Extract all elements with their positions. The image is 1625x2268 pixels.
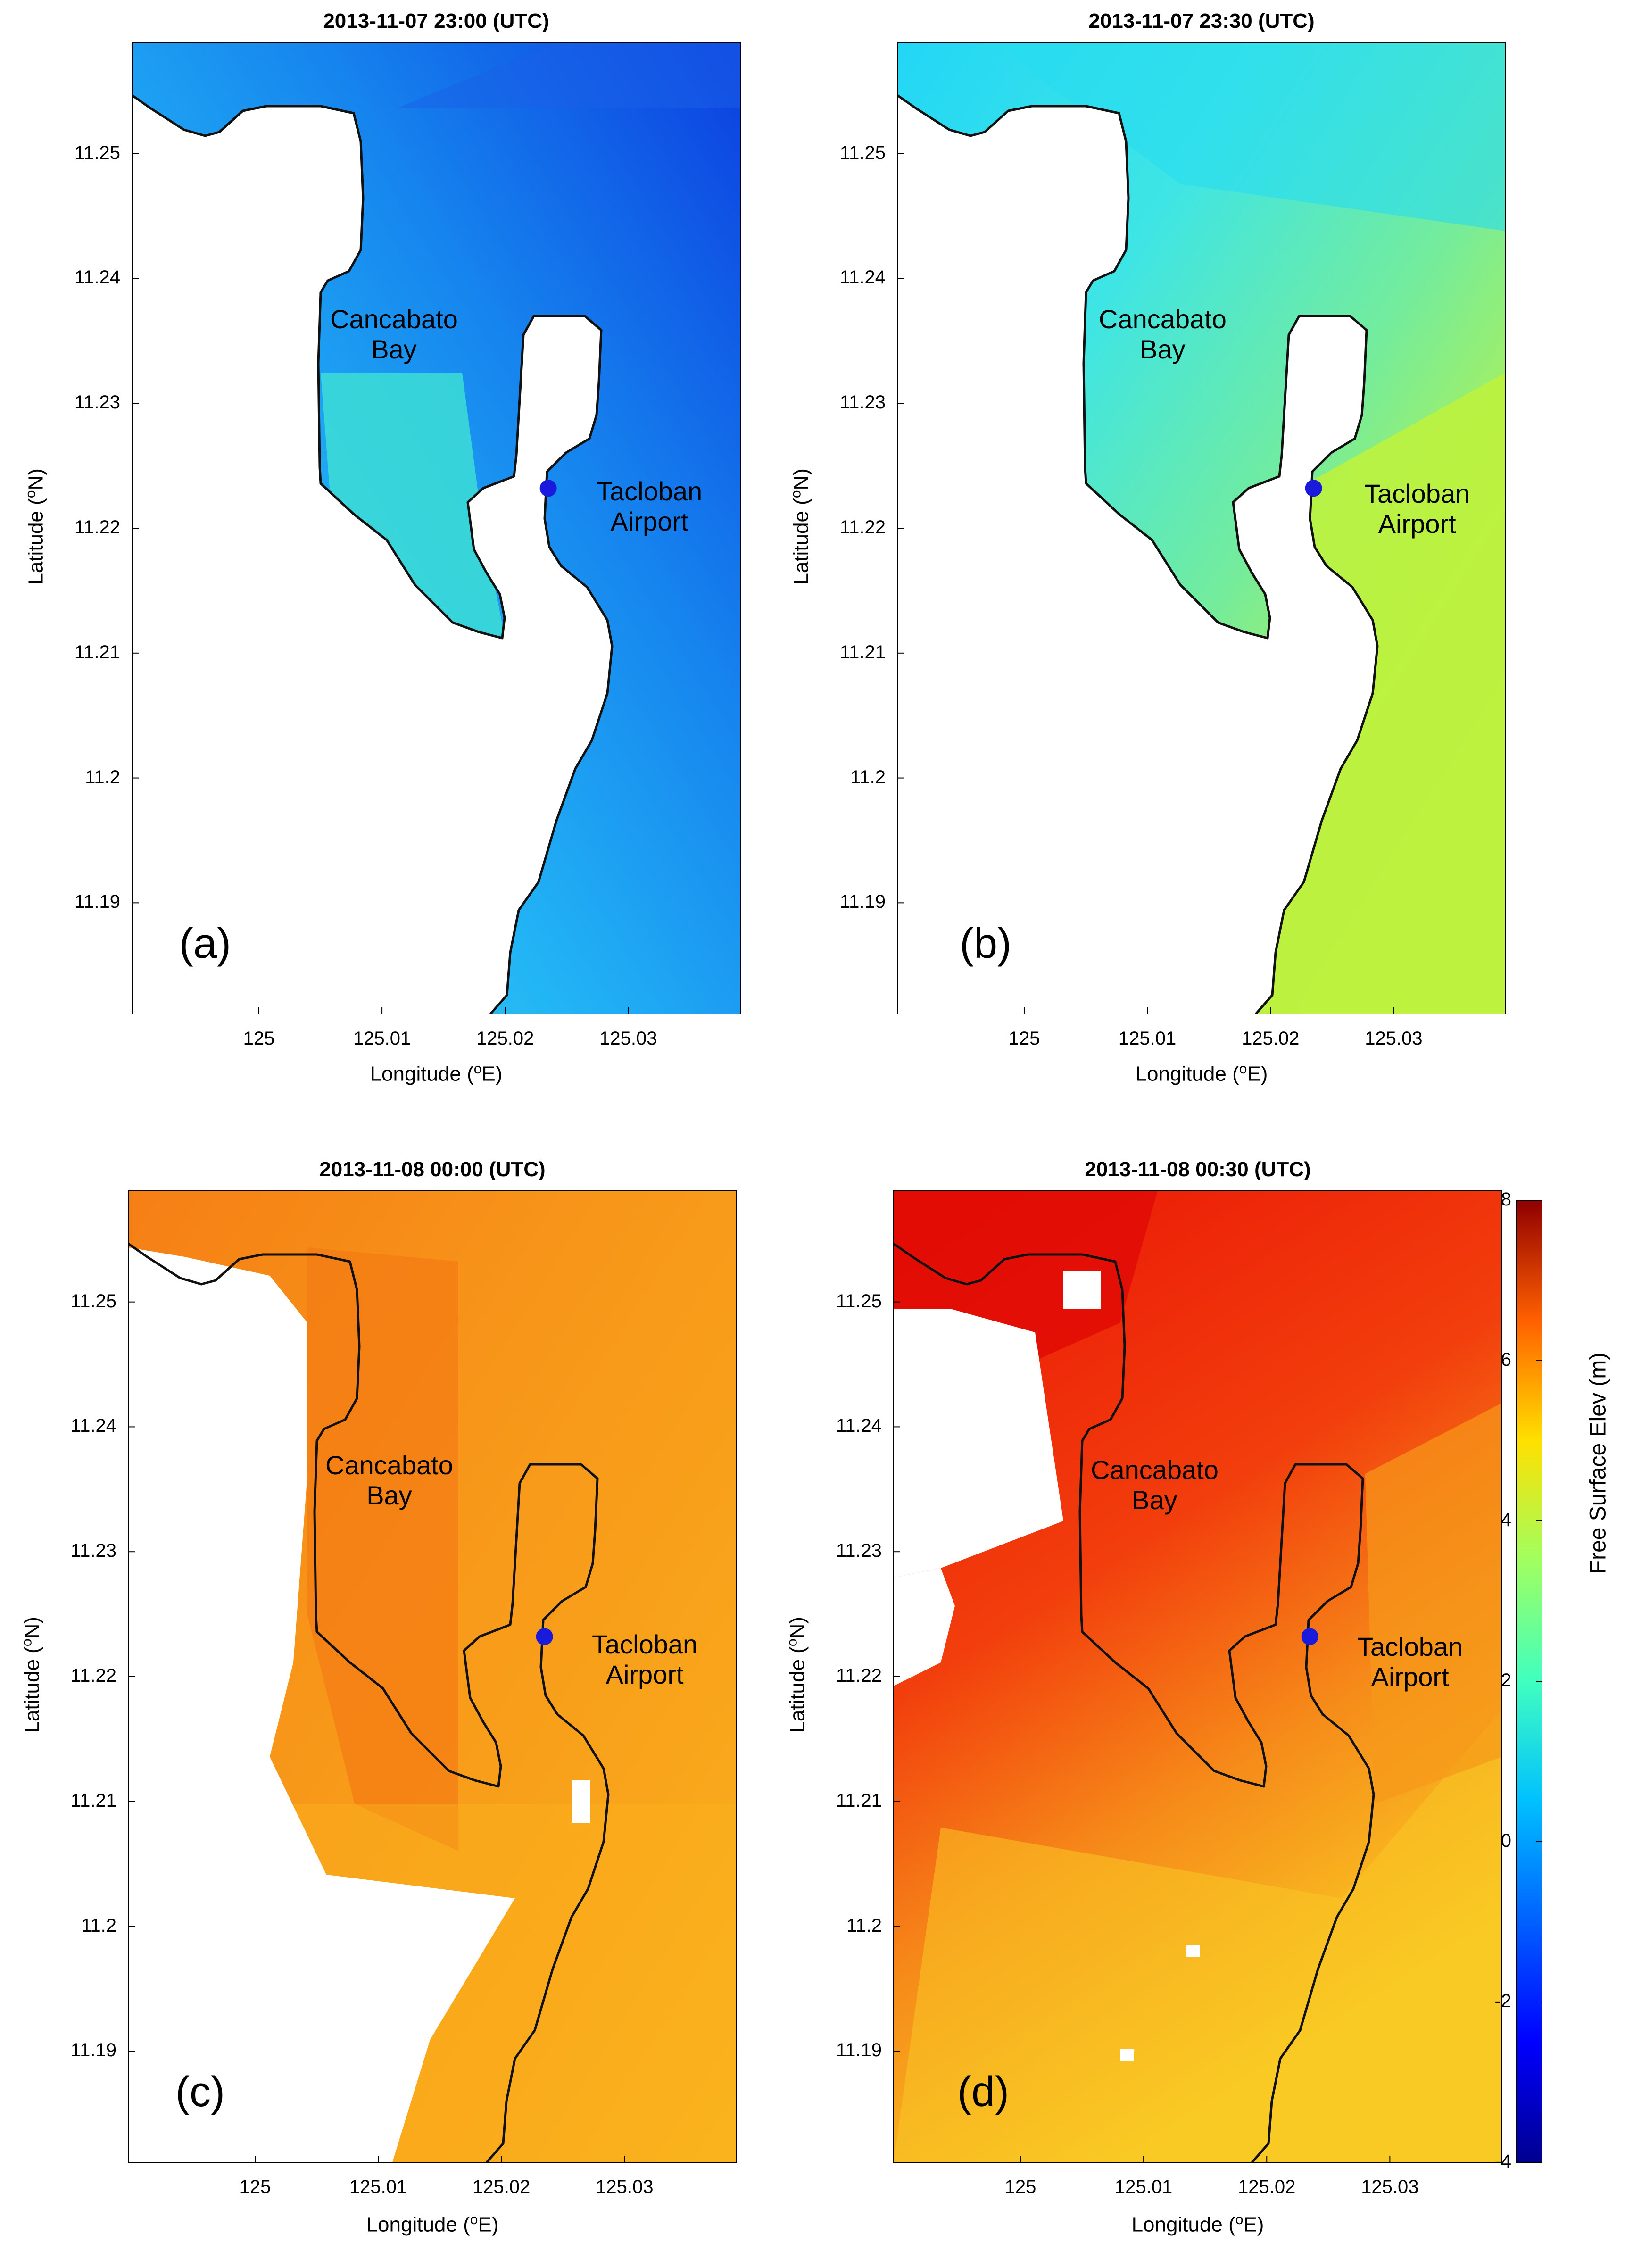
y-tick-label: 11.24 <box>836 1415 882 1437</box>
y-tick-label: 11.2 <box>81 1915 116 1936</box>
x-tick-label: 125.02 <box>1238 2177 1296 2197</box>
airport-marker-c <box>536 1628 553 1645</box>
y-tick-label: 11.24 <box>74 267 120 288</box>
x-axis-label-d: Longitude (oE) <box>1131 2212 1264 2236</box>
y-tick-label: 11.21 <box>70 1790 116 1811</box>
airport-marker-d <box>1301 1628 1318 1645</box>
y-tick-label: 11.19 <box>839 891 886 913</box>
coastline-a <box>132 94 614 1014</box>
y-tick-label: 11.2 <box>846 1915 882 1936</box>
x-tick-label: 125 <box>239 2177 271 2197</box>
panel-title-a: 2013-11-07 23:00 (UTC) <box>323 9 549 33</box>
land-mask-d <box>894 1309 1063 1578</box>
y-tick-label: 11.22 <box>836 1665 882 1686</box>
x-tick-label: 125.01 <box>1114 2177 1173 2197</box>
y-tick-label: 11.22 <box>70 1665 116 1686</box>
y-tick-label: 11.23 <box>70 1540 116 1562</box>
x-tick-label: 125.03 <box>1365 1028 1423 1049</box>
airport-marker-b <box>1305 480 1322 497</box>
x-axis-label-c: Longitude (oE) <box>366 2212 499 2236</box>
cancabato-bay-label-d: Cancabato Bay <box>1091 1455 1219 1515</box>
y-tick-label: 11.19 <box>836 2040 882 2061</box>
cancabato-bay-label-c: Cancabato Bay <box>325 1450 453 1510</box>
map-panel-b <box>897 42 1506 1014</box>
y-tick-label: 11.23 <box>74 392 120 413</box>
coastline-c <box>128 1242 610 2162</box>
x-tick-label: 125.03 <box>596 2177 654 2197</box>
y-tick-label: 11.24 <box>70 1415 116 1437</box>
x-tick-label: 125.03 <box>1361 2177 1419 2197</box>
y-tick-label: 11.25 <box>70 1290 116 1312</box>
land-mask-b <box>897 42 1377 1014</box>
land-mask-c <box>128 1247 515 2162</box>
y-tick-label: 11.23 <box>839 392 886 413</box>
panel-letter-b: (b) <box>960 920 1011 967</box>
y-tick-label: 11.25 <box>836 1290 882 1312</box>
y-tick-label: 11.2 <box>850 766 886 788</box>
y-tick-label: 11.2 <box>85 766 120 788</box>
colorbar-tick-label: -2 <box>1494 1991 1511 2011</box>
y-tick-label: 11.23 <box>836 1540 882 1562</box>
coastline-b <box>897 94 1379 1014</box>
y-tick-label: 11.25 <box>74 142 120 163</box>
colorbar-tick-label: -4 <box>1494 2151 1511 2172</box>
x-tick-label: 125.01 <box>353 1028 411 1049</box>
y-tick-label: 11.19 <box>70 2040 116 2061</box>
y-tick-label: 11.25 <box>839 142 886 163</box>
panel-title-d: 2013-11-08 00:30 (UTC) <box>1085 1158 1311 1181</box>
colorbar-tick-label: 4 <box>1501 1510 1511 1530</box>
cancabato-bay-label-b: Cancabato Bay <box>1099 304 1227 364</box>
x-tick-label: 125.02 <box>473 2177 531 2197</box>
colorbar-tick-label: 2 <box>1501 1670 1511 1691</box>
x-tick-label: 125.01 <box>349 2177 407 2197</box>
x-tick-label: 125.01 <box>1118 1028 1177 1049</box>
tacloban-airport-label-c: Tacloban Airport <box>592 1629 698 1689</box>
coastline-d <box>894 1242 1375 2162</box>
y-tick-label: 11.24 <box>839 267 886 288</box>
x-tick-label: 125.02 <box>476 1028 534 1049</box>
x-tick-label: 125 <box>243 1028 275 1049</box>
colorbar-tick-label: 0 <box>1501 1830 1511 1851</box>
y-tick-label: 11.21 <box>836 1790 882 1811</box>
tacloban-airport-label-b: Tacloban Airport <box>1364 479 1470 539</box>
map-panel-a <box>132 42 740 1014</box>
panel-title-c: 2013-11-08 00:00 (UTC) <box>319 1158 546 1181</box>
x-tick-label: 125.02 <box>1242 1028 1300 1049</box>
x-axis-label-b: Longitude (oE) <box>1135 1061 1268 1086</box>
panel-letter-a: (a) <box>179 920 231 967</box>
tacloban-airport-label-a: Tacloban Airport <box>597 476 703 536</box>
panel-title-b: 2013-11-07 23:30 (UTC) <box>1088 9 1315 33</box>
airport-marker-a <box>539 480 557 497</box>
y-tick-label: 11.19 <box>74 891 120 913</box>
x-tick-label: 125 <box>1004 2177 1036 2197</box>
panel-letter-c: (c) <box>175 2069 225 2116</box>
map-panel-c <box>128 1191 737 2162</box>
y-tick-label: 11.21 <box>839 641 886 663</box>
colorbar-tick-label: 8 <box>1501 1189 1511 1210</box>
y-tick-label: 11.22 <box>74 517 120 538</box>
y-tick-label: 11.21 <box>74 641 120 663</box>
cancabato-bay-label-a: Cancabato Bay <box>330 304 458 364</box>
x-tick-label: 125.03 <box>599 1028 657 1049</box>
panel-letter-d: (d) <box>957 2069 1009 2116</box>
x-axis-label-a: Longitude (oE) <box>370 1061 503 1086</box>
map-panel-d <box>894 1191 1502 2162</box>
y-tick-label: 11.22 <box>839 517 886 538</box>
colorbar-label: Free Surface Elev (m) <box>1585 1352 1611 1574</box>
tacloban-airport-label-d: Tacloban Airport <box>1357 1632 1463 1692</box>
colorbar-tick-label: 6 <box>1501 1349 1511 1370</box>
x-tick-label: 125 <box>1008 1028 1040 1049</box>
land-mask-a <box>132 42 612 1014</box>
